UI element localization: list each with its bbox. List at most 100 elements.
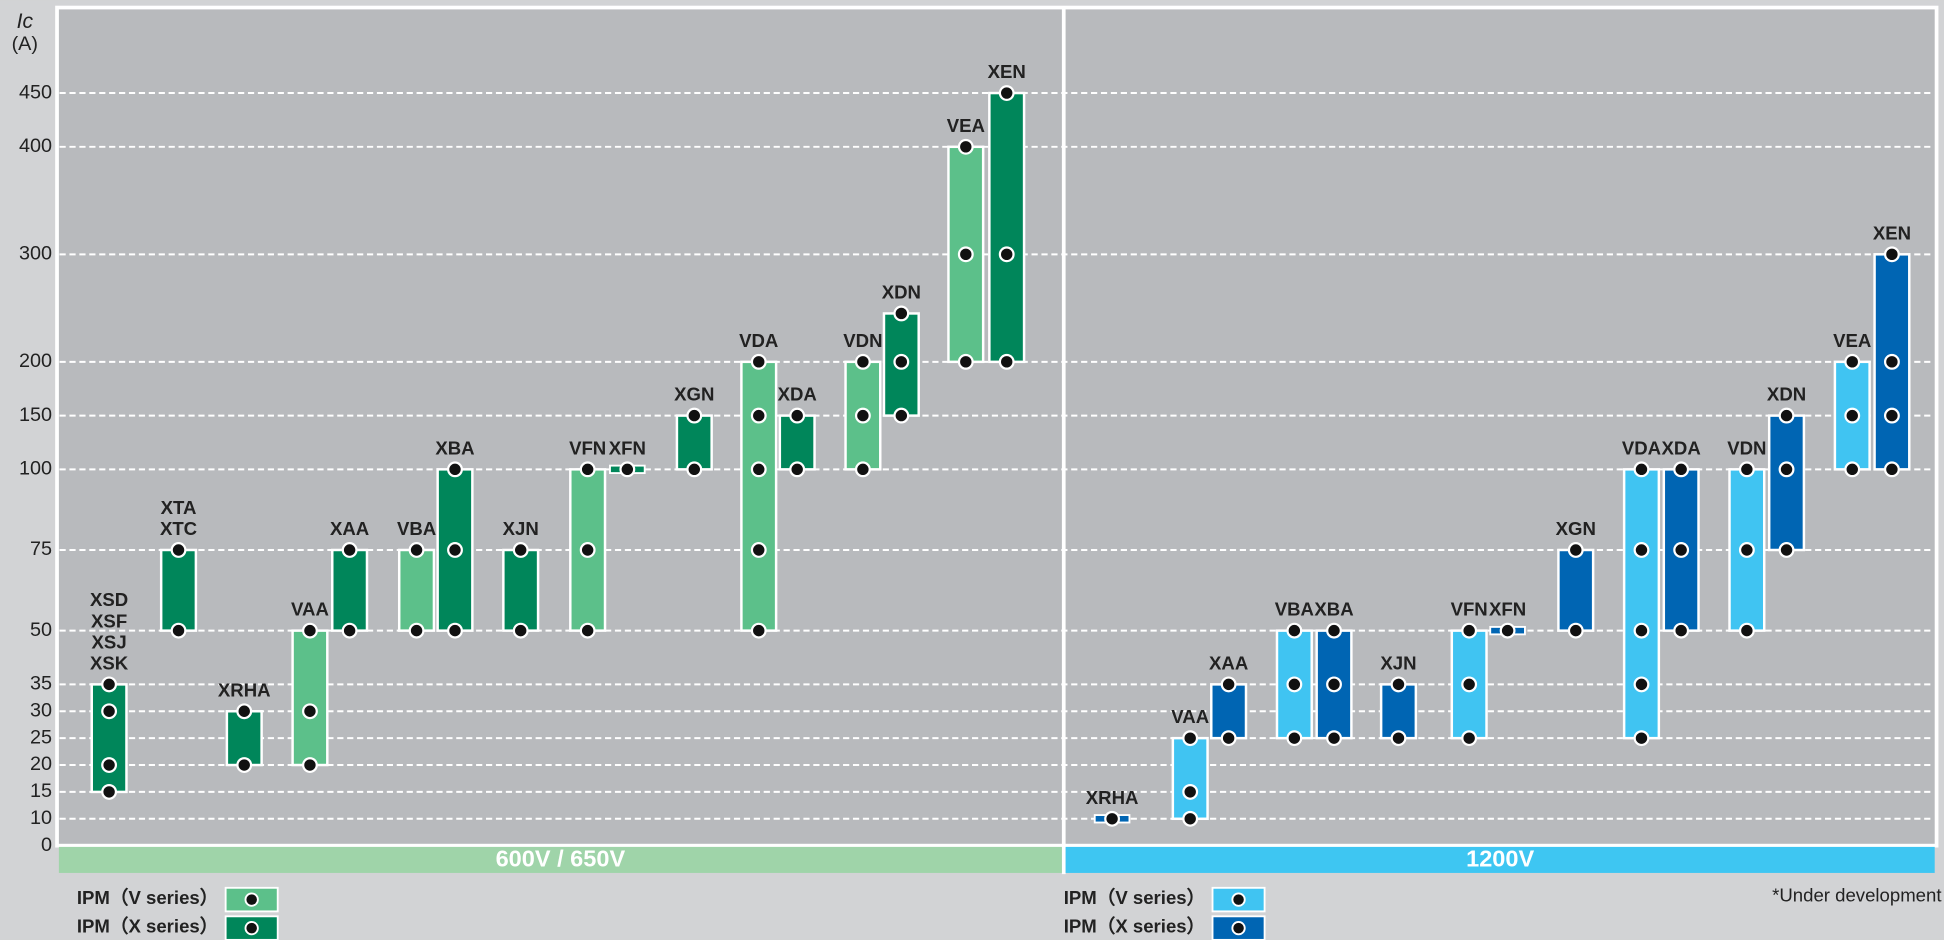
product-label: XJN — [1380, 652, 1416, 673]
range-bar — [1557, 548, 1595, 632]
y-axis-unit: (A) — [12, 33, 38, 55]
rating-dot — [957, 246, 974, 263]
rating-dot — [854, 353, 871, 370]
y-tick-label: 150 — [19, 404, 52, 426]
rating-dot — [408, 542, 425, 558]
rating-dot — [1104, 810, 1121, 827]
rating-dot — [1461, 730, 1478, 747]
product-label: VEA — [947, 115, 985, 136]
product-label: XBA — [435, 437, 474, 458]
y-tick-label: 20 — [30, 753, 52, 775]
rating-dot — [750, 353, 767, 370]
rating-dot — [750, 407, 767, 424]
product-label: VFN — [569, 437, 606, 458]
product-label: VAA — [291, 599, 329, 620]
y-tick-label: 75 — [30, 538, 52, 560]
rating-dot — [789, 461, 806, 478]
product-label: VDN — [1727, 437, 1766, 458]
product-label: XEN — [988, 61, 1026, 82]
rating-dot — [447, 542, 463, 558]
rating-dot — [101, 783, 118, 800]
group-band — [1065, 846, 1935, 873]
rating-dot — [1883, 353, 1900, 370]
product-label: XDN — [1767, 384, 1806, 405]
range-bar — [1622, 468, 1661, 740]
product-label: VEA — [1833, 330, 1871, 351]
rating-dot — [1461, 676, 1478, 693]
range-bar — [1662, 468, 1700, 632]
product-label: XRHA — [1086, 787, 1139, 808]
y-tick-label: 15 — [30, 780, 52, 802]
rating-dot — [408, 622, 425, 639]
rating-dot — [1461, 622, 1478, 639]
rating-dot — [1220, 676, 1237, 693]
product-label: XDN — [882, 282, 921, 303]
rating-dot — [1326, 676, 1342, 693]
rating-dot — [686, 407, 703, 424]
rating-dot — [750, 461, 767, 478]
rating-dot — [341, 622, 358, 639]
legend-label: IPM（X series） — [1064, 915, 1205, 936]
rating-dot — [1390, 676, 1407, 693]
range-bar — [331, 548, 369, 632]
y-tick-label: 10 — [30, 807, 52, 829]
legend-dot — [244, 920, 259, 936]
rating-dot — [893, 407, 910, 424]
rating-dot — [957, 138, 974, 155]
rating-dot — [1778, 461, 1795, 478]
rating-dot — [1844, 353, 1861, 370]
product-label: VFN — [1451, 599, 1488, 620]
rating-dot — [1182, 783, 1199, 800]
product-label: XGN — [674, 384, 714, 405]
range-bar — [90, 683, 128, 794]
rating-dot — [893, 353, 910, 370]
product-label: VBA — [397, 518, 436, 539]
group-label: 600V / 650V — [496, 846, 626, 872]
y-tick-label: 400 — [19, 135, 52, 157]
y-tick-label: 200 — [19, 350, 52, 372]
rating-dot — [302, 757, 318, 773]
y-tick-label: 50 — [30, 619, 52, 641]
product-label: VDA — [739, 330, 778, 351]
product-label: XTA — [161, 497, 197, 518]
rating-dot — [1883, 461, 1900, 478]
rating-dot — [170, 622, 187, 639]
rating-dot — [1673, 542, 1690, 558]
range-bar — [675, 414, 713, 471]
legend-label: IPM（X series） — [77, 915, 218, 936]
rating-dot — [1633, 730, 1650, 747]
rating-dot — [1738, 542, 1755, 558]
product-label: XDA — [1662, 437, 1701, 458]
product-label: XSJ — [92, 631, 127, 652]
rating-dot — [998, 85, 1015, 101]
product-label: XSD — [90, 589, 128, 610]
rating-dot — [1883, 246, 1900, 263]
rating-dot — [1286, 622, 1303, 639]
rating-dot — [1182, 810, 1199, 827]
product-label: XFN — [609, 437, 646, 458]
rating-dot — [1633, 461, 1650, 478]
rating-dot — [1778, 542, 1795, 558]
range-bar — [778, 414, 816, 471]
rating-dot — [1738, 461, 1755, 478]
range-bar — [225, 710, 263, 767]
product-label: XAA — [1209, 652, 1248, 673]
rating-dot — [1673, 461, 1690, 478]
rating-dot — [619, 461, 636, 478]
rating-dot — [236, 703, 253, 720]
product-label: XJN — [503, 518, 539, 539]
range-bar — [1210, 683, 1248, 740]
rating-dot — [893, 305, 910, 322]
rating-dot — [1844, 407, 1861, 424]
rating-dot — [1326, 730, 1342, 747]
rating-dot — [302, 703, 318, 720]
rating-dot — [236, 757, 253, 773]
y-tick-label: 25 — [30, 726, 52, 748]
legend-label: IPM（V series） — [77, 887, 218, 908]
range-bar — [397, 548, 436, 632]
legend-dot — [244, 892, 259, 907]
rating-dot — [447, 461, 463, 478]
rating-dot — [302, 622, 318, 639]
range-bar — [988, 91, 1026, 364]
range-bar — [740, 360, 778, 632]
